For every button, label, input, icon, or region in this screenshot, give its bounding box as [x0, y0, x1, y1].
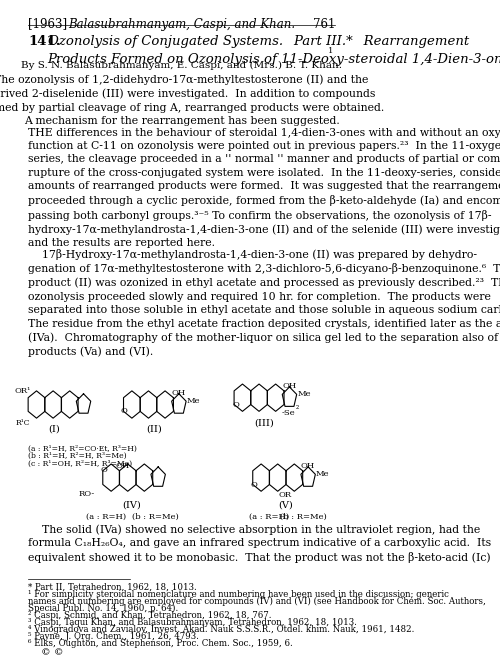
Text: (III): (III) — [254, 418, 274, 427]
Text: R¹C: R¹C — [15, 419, 30, 427]
Text: names and numbering are employed for compounds (IV) and (VI) (see Handbook for C: names and numbering are employed for com… — [28, 597, 486, 606]
Text: ² Caspi, Schmid, and Khan, Tetrahedron, 1962, 18, 767.: ² Caspi, Schmid, and Khan, Tetrahedron, … — [28, 611, 272, 620]
Text: (a : R=H): (a : R=H) — [86, 513, 126, 521]
Text: O: O — [121, 407, 128, 415]
Text: By S. N. Balasubrahmanyam, E. Caspi, and (Mrs.) B. T. Khan.: By S. N. Balasubrahmanyam, E. Caspi, and… — [21, 60, 342, 69]
Text: 761: 761 — [312, 18, 335, 31]
Text: (a : R¹=H, R²=CO·Et, R³=H): (a : R¹=H, R²=CO·Et, R³=H) — [28, 445, 137, 453]
Text: Me: Me — [316, 470, 329, 478]
Text: OR¹: OR¹ — [14, 387, 31, 395]
Text: Special Publ. No. 14, 1960, p. 64).: Special Publ. No. 14, 1960, p. 64). — [28, 604, 178, 613]
Text: O: O — [250, 481, 257, 489]
Text: (c : R¹=OH, R²=H, R³=Me): (c : R¹=OH, R²=H, R³=Me) — [28, 460, 132, 468]
Text: THE differences in the behaviour of steroidal 1,4-dien-3-ones with and without a: THE differences in the behaviour of ster… — [28, 128, 500, 248]
Text: (b : R¹=H, R²=H, R³=Me): (b : R¹=H, R²=H, R³=Me) — [28, 453, 127, 460]
Text: O: O — [100, 466, 107, 474]
Text: (b : R=Me): (b : R=Me) — [280, 513, 327, 521]
Text: OH: OH — [301, 462, 315, 470]
Text: 17β-Hydroxy-17α-methylandrosta-1,4-dien-3-one (II) was prepared by dehydro-
gena: 17β-Hydroxy-17α-methylandrosta-1,4-dien-… — [28, 248, 500, 357]
Text: -Se: -Se — [282, 409, 296, 417]
Text: [1963]: [1963] — [28, 18, 68, 31]
Text: Me: Me — [297, 390, 310, 398]
Text: (II): (II) — [146, 425, 162, 434]
Text: ⁶ Elks, Oughton, and Stephenson, Proc. Chem. Soc., 1959, 6.: ⁶ Elks, Oughton, and Stephenson, Proc. C… — [28, 639, 293, 648]
Text: The ozonolysis of 1,2-didehydro-17α-methyltestosterone (II) and the
derived 2-di: The ozonolysis of 1,2-didehydro-17α-meth… — [0, 74, 384, 126]
Text: 141.: 141. — [28, 35, 60, 48]
Text: (b : R=Me): (b : R=Me) — [132, 513, 178, 521]
Text: OH: OH — [116, 462, 130, 470]
Text: ¹ For simplicity steroidal nomenclature and numbering have been used in the disc: ¹ For simplicity steroidal nomenclature … — [28, 590, 449, 599]
Text: ³ Caspi, Taqui Khan, and Balasubrahmanyam, Tetrahedron, 1962, 18, 1013.: ³ Caspi, Taqui Khan, and Balasubrahmanya… — [28, 618, 357, 627]
Text: (a : R=H): (a : R=H) — [250, 513, 290, 521]
Text: ⁴ Vinogradova and Zavialov, Invest. Akad. Nauk S.S.S.R., Otdel. khim. Nauk, 1961: ⁴ Vinogradova and Zavialov, Invest. Akad… — [28, 625, 414, 634]
Text: Ozonolysis of Conjugated Systems.  Part III.*  Rearrangement
Products Formed on : Ozonolysis of Conjugated Systems. Part I… — [48, 35, 500, 66]
Text: Me: Me — [186, 397, 200, 405]
Text: ⁵ Payne, J. Org. Chem., 1961, 26, 4793.: ⁵ Payne, J. Org. Chem., 1961, 26, 4793. — [28, 632, 199, 641]
Text: (V): (V) — [278, 501, 292, 510]
Text: Balasubrahmanyam, Caspi, and Khan.: Balasubrahmanyam, Caspi, and Khan. — [68, 18, 295, 31]
Text: OH: OH — [282, 382, 296, 390]
Text: RO-: RO- — [79, 491, 96, 498]
Text: (I): (I) — [48, 425, 60, 434]
Text: OR: OR — [279, 491, 292, 499]
Text: O: O — [232, 401, 239, 409]
Text: ₂: ₂ — [296, 403, 299, 411]
Text: (IV): (IV) — [122, 501, 142, 510]
Text: The solid (IVa) showed no selective absorption in the ultraviolet region, had th: The solid (IVa) showed no selective abso… — [28, 525, 491, 563]
Text: OH: OH — [172, 389, 186, 397]
Text: 1: 1 — [328, 47, 334, 55]
Text: * Part II, Tetrahedron, 1962, 18, 1013.: * Part II, Tetrahedron, 1962, 18, 1013. — [28, 583, 197, 592]
Text: © ©: © © — [40, 648, 64, 655]
